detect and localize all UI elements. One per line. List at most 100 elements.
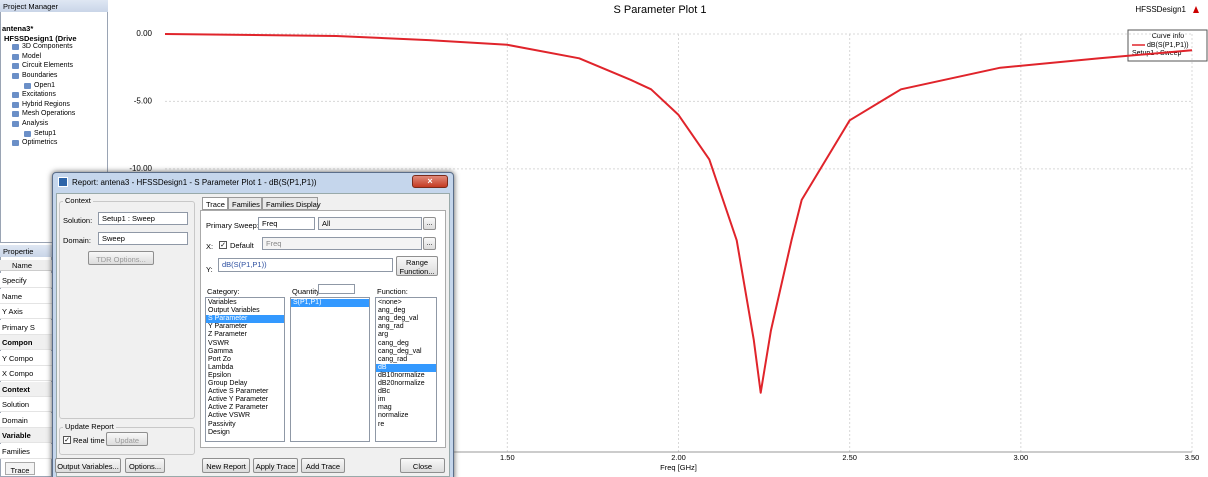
button-text[interactable]: Range <box>405 258 429 267</box>
list-item[interactable]: ang_rad <box>378 323 404 331</box>
list-item[interactable]: <none> <box>378 299 402 306</box>
close-button[interactable]: × <box>412 175 448 188</box>
list-item[interactable]: re <box>378 420 385 428</box>
collapse-icon[interactable] <box>1193 6 1199 13</box>
tree-icon <box>12 92 19 99</box>
list-item[interactable]: Group Delay <box>208 380 248 387</box>
list-item[interactable]: Active VSWR <box>208 412 251 420</box>
tree-icon <box>12 111 19 118</box>
list-item[interactable]: arg <box>378 331 389 339</box>
listbox[interactable] <box>290 297 370 442</box>
tree-item[interactable]: antena3* <box>2 24 34 33</box>
dialog-icon <box>58 177 68 187</box>
label: X: <box>206 242 214 251</box>
button[interactable]: Add Trace <box>301 458 345 473</box>
button-text[interactable]: Function... <box>399 267 435 276</box>
tab[interactable]: Trace <box>202 197 228 210</box>
tree-item[interactable]: Circuit Elements <box>22 62 73 70</box>
list-item[interactable]: Active Y Parameter <box>208 396 269 404</box>
select[interactable]: Sweep <box>98 232 188 245</box>
group-label: Update Report <box>63 422 116 431</box>
property-row: Families <box>0 443 52 459</box>
group-label: Context <box>63 196 93 205</box>
list-item[interactable]: ang_deg_val <box>378 315 419 323</box>
list-item[interactable]: dBc <box>378 388 391 396</box>
list-item[interactable]: ang_deg <box>378 307 406 315</box>
panel-title: Project Manager <box>0 0 108 12</box>
list-item[interactable]: dB10normalize <box>378 371 425 379</box>
tree-item[interactable]: Model <box>22 52 42 60</box>
tree-icon <box>12 44 19 51</box>
chart-title: S Parameter Plot 1 <box>614 4 707 16</box>
list-item[interactable]: cang_deg <box>378 339 409 347</box>
list-item[interactable]: VSWR <box>208 339 229 347</box>
label: Domain: <box>63 236 91 245</box>
select[interactable]: Freq <box>258 217 315 230</box>
list-item[interactable]: Lambda <box>208 363 234 371</box>
list-item[interactable]: mag <box>378 404 392 412</box>
list-item[interactable]: Passivity <box>208 420 236 428</box>
column-header: Name <box>0 260 52 271</box>
button[interactable]: Options... <box>125 458 165 473</box>
tree-icon <box>24 130 31 137</box>
list-item[interactable]: im <box>378 396 386 404</box>
list-item[interactable]: Active Z Parameter <box>208 404 268 412</box>
tree-icon <box>12 63 19 70</box>
button[interactable]: New Report <box>202 458 250 473</box>
button[interactable]: Close <box>400 458 445 473</box>
tree-icon <box>12 53 19 60</box>
property-row: Name <box>0 288 52 304</box>
list-item[interactable]: Gamma <box>208 347 233 355</box>
list-item[interactable]: normalize <box>378 412 409 420</box>
tree-icon <box>12 140 19 147</box>
list-item[interactable]: Output Variables <box>208 307 260 315</box>
list-item[interactable]: S(P1,P1) <box>291 299 369 307</box>
select[interactable] <box>318 284 355 294</box>
button[interactable]: Range Function... <box>396 256 438 276</box>
tab[interactable]: Families Display <box>262 197 321 210</box>
list-item[interactable]: S Parameter <box>206 315 284 324</box>
tree-item[interactable]: Hybrid Regions <box>22 100 70 108</box>
list-item[interactable]: Y Parameter <box>208 323 248 331</box>
tree-item[interactable]: Open1 <box>34 81 56 89</box>
checkbox[interactable]: ✓ <box>219 241 227 249</box>
button[interactable]: ... <box>423 217 436 230</box>
label: Quantity: <box>292 287 323 296</box>
button[interactable]: Update <box>106 432 148 446</box>
list-item[interactable]: Epsilon <box>208 371 231 379</box>
select[interactable]: Setup1 : Sweep <box>98 212 188 225</box>
checkbox[interactable]: ✓ <box>63 436 71 444</box>
list-item[interactable]: dB <box>376 363 436 372</box>
tree-item[interactable]: Optimetrics <box>22 139 58 147</box>
tab[interactable]: Trace <box>5 462 35 475</box>
tree-item[interactable]: Analysis <box>22 120 49 127</box>
tree-item[interactable]: Boundaries <box>22 72 58 79</box>
list-item[interactable]: Z Parameter <box>208 331 247 339</box>
x-tick-label: 3.00 <box>1014 453 1029 462</box>
button[interactable]: ... <box>423 237 436 250</box>
tree-item[interactable]: Mesh Operations <box>22 110 76 118</box>
field: Freq <box>262 237 422 250</box>
button[interactable]: TDR Options... <box>88 251 154 265</box>
y-tick-label: -10.00 <box>129 164 152 173</box>
list-item[interactable]: Port Zo <box>208 355 231 363</box>
list-item[interactable]: cang_rad <box>378 355 408 363</box>
button[interactable]: Output Variables... <box>55 458 121 473</box>
list-item[interactable]: cang_deg_val <box>378 347 422 355</box>
list-item[interactable]: Design <box>208 428 230 436</box>
tab[interactable]: Families <box>228 197 262 210</box>
property-row: Variable <box>0 428 52 443</box>
tree-item[interactable]: 3D Components <box>22 43 73 51</box>
tree-item[interactable]: Setup1 <box>34 129 57 137</box>
group-box <box>59 427 195 455</box>
tree-item[interactable]: HFSSDesign1 (Drive <box>4 33 77 43</box>
list-item[interactable]: Active S Parameter <box>208 388 269 396</box>
field[interactable]: dB(S(P1,P1)) <box>218 258 393 272</box>
y-tick-label: -5.00 <box>134 97 153 106</box>
list-item[interactable]: dB20normalize <box>378 380 425 387</box>
tree-item[interactable]: Excitations <box>22 91 56 99</box>
list-item[interactable]: Variables <box>208 299 237 306</box>
button[interactable]: Apply Trace <box>253 458 298 473</box>
checkbox-label: Real time <box>73 436 105 445</box>
